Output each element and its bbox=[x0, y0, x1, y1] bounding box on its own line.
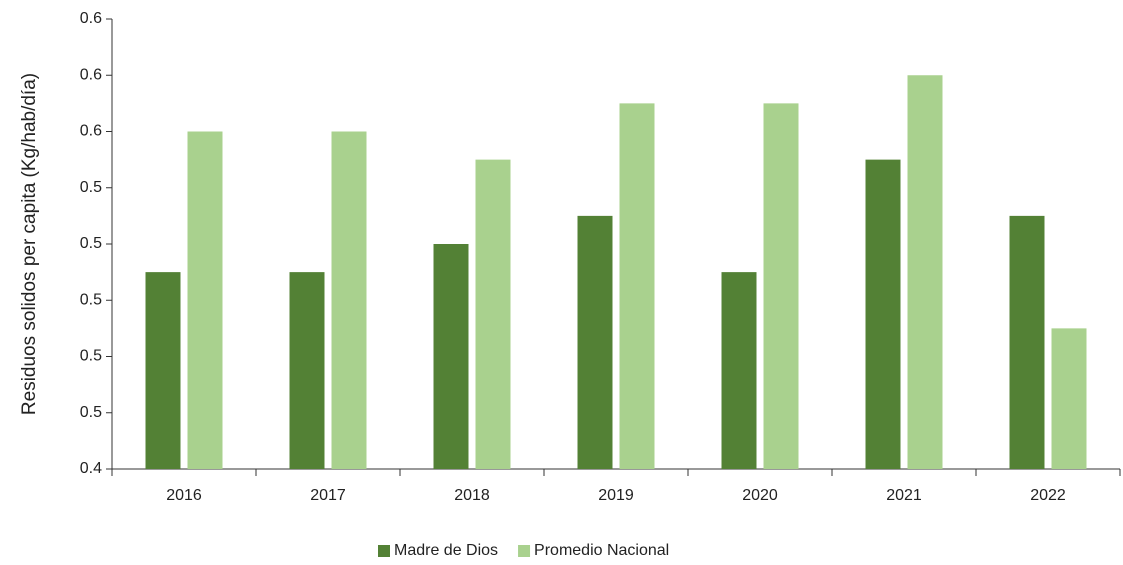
y-tick-label: 0.5 bbox=[80, 348, 102, 365]
legend-swatch bbox=[518, 545, 531, 557]
y-tick-label: 0.5 bbox=[80, 235, 102, 252]
legend-label: Madre de Dios bbox=[394, 542, 498, 559]
x-tick-label: 2021 bbox=[886, 487, 922, 504]
bar bbox=[289, 272, 325, 469]
y-tick-label: 0.6 bbox=[80, 66, 102, 83]
x-tick-label: 2020 bbox=[742, 487, 778, 504]
x-tick-label: 2016 bbox=[166, 487, 202, 504]
bar bbox=[433, 244, 469, 469]
bar bbox=[619, 103, 655, 469]
bar bbox=[187, 131, 223, 469]
bar bbox=[331, 131, 367, 469]
legend-swatch bbox=[378, 545, 390, 557]
y-tick-label: 0.4 bbox=[80, 460, 102, 477]
bar bbox=[721, 272, 757, 469]
bar bbox=[907, 75, 943, 469]
bar bbox=[475, 159, 511, 469]
x-tick-label: 2019 bbox=[598, 487, 634, 504]
bar bbox=[577, 215, 613, 469]
bar bbox=[1051, 328, 1087, 469]
bar bbox=[1009, 215, 1045, 469]
x-tick-label: 2022 bbox=[1030, 487, 1066, 504]
y-tick-label: 0.5 bbox=[80, 404, 102, 421]
x-tick-label: 2017 bbox=[310, 487, 346, 504]
y-tick-label: 0.5 bbox=[80, 179, 102, 196]
bar bbox=[763, 103, 799, 469]
y-tick-label: 0.6 bbox=[80, 10, 102, 27]
y-tick-label: 0.5 bbox=[80, 291, 102, 308]
y-tick-label: 0.6 bbox=[80, 123, 102, 140]
x-tick-label: 2018 bbox=[454, 487, 490, 504]
bar bbox=[145, 272, 181, 469]
y-axis-label: Residuos solidos per capita (Kg/hab/día) bbox=[19, 73, 40, 415]
legend-label: Promedio Nacional bbox=[534, 542, 669, 559]
bar bbox=[865, 159, 901, 469]
